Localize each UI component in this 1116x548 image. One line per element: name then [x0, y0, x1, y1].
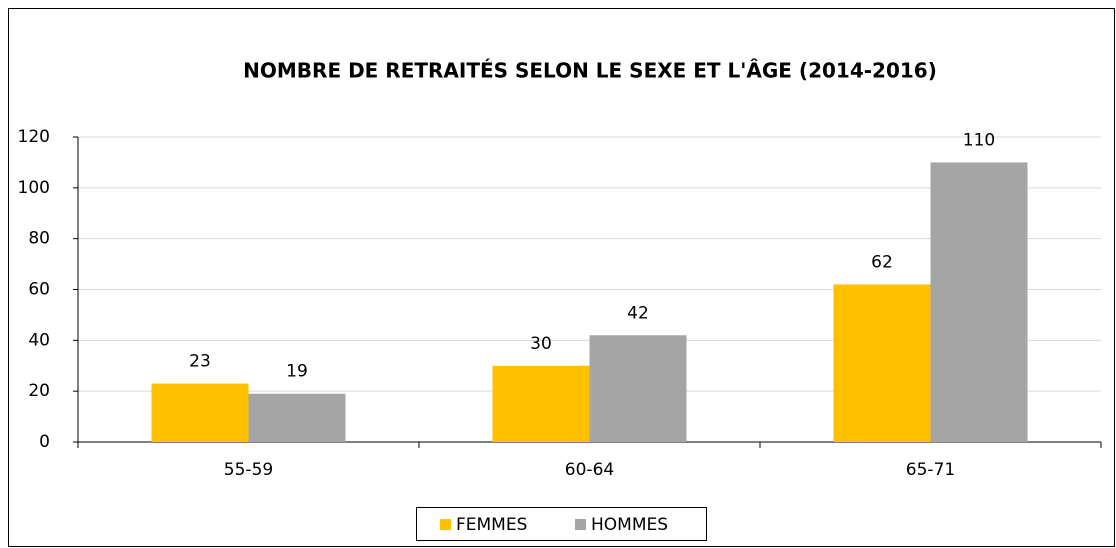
bar: [833, 284, 931, 442]
data-label: 30: [530, 334, 552, 354]
legend-swatch: [575, 519, 586, 530]
y-tick-label: 100: [18, 178, 50, 198]
legend-label: FEMMES: [456, 515, 527, 535]
chart-border: [8, 8, 1115, 547]
x-tick-label: 55-59: [224, 460, 273, 480]
legend-swatch: [440, 519, 451, 530]
bar: [589, 335, 687, 442]
y-tick-label: 0: [39, 432, 50, 452]
bar: [492, 365, 590, 442]
y-tick-label: 80: [28, 229, 50, 249]
chart-title: NOMBRE DE RETRAITÉS SELON LE SEXE ET L'Â…: [243, 59, 937, 83]
y-tick-label: 60: [28, 280, 50, 300]
legend-label: HOMMES: [591, 515, 668, 535]
y-tick-label: 20: [28, 381, 50, 401]
bar: [151, 383, 249, 442]
x-tick-label: 65-71: [906, 460, 955, 480]
data-label: 110: [963, 130, 995, 150]
x-tick-label: 60-64: [565, 460, 614, 480]
bar: [248, 393, 346, 442]
data-label: 42: [627, 303, 649, 323]
y-tick-label: 120: [18, 127, 50, 147]
legend-box: [416, 507, 707, 541]
data-label: 23: [189, 352, 211, 372]
bar: [930, 162, 1028, 442]
y-tick-label: 40: [28, 330, 50, 350]
data-label: 19: [286, 362, 308, 382]
data-label: 62: [871, 252, 893, 272]
